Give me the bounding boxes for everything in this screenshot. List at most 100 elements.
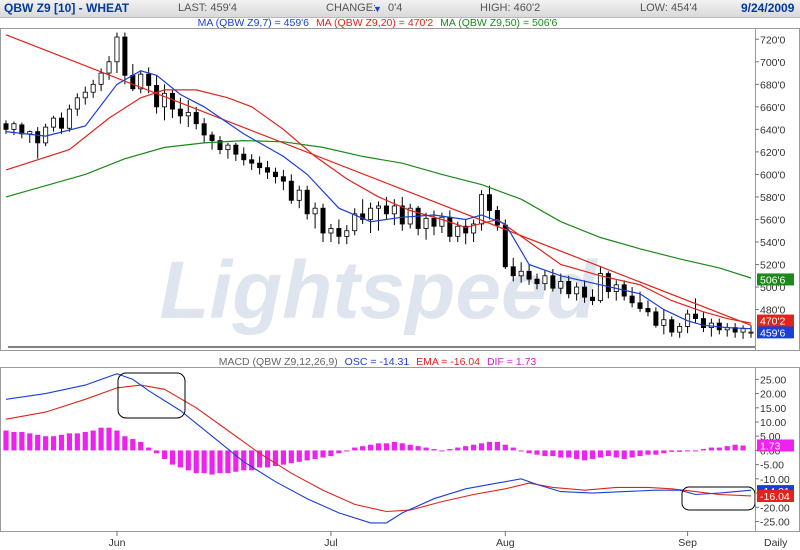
dif-bar — [613, 450, 619, 458]
price-tick-label: 700'0 — [760, 57, 786, 69]
candle-body — [11, 123, 17, 130]
dif-bar — [423, 447, 429, 451]
dif-bar — [732, 444, 738, 451]
x-axis-daily-label: Daily — [764, 537, 788, 549]
dif-bar — [534, 450, 540, 455]
candle-body — [328, 228, 334, 234]
dif-bar — [629, 450, 635, 458]
dif-bar — [11, 431, 17, 451]
candle-body — [661, 319, 667, 326]
dif-bar — [344, 450, 350, 452]
ma50-legend: MA (QBW Z9,50) = 506'6 — [440, 17, 558, 29]
candle-body — [344, 230, 350, 237]
candle-body — [431, 217, 437, 227]
candle-body — [566, 281, 572, 295]
dif-bar — [558, 450, 564, 458]
dif-bar — [566, 450, 572, 458]
highlight-box-crossover — [117, 372, 186, 419]
macd-tick-label: -20.00 — [760, 502, 790, 514]
candle-body — [368, 207, 374, 220]
candle-body — [645, 308, 651, 313]
price-value-label: 459'6 — [760, 327, 786, 339]
dif-bar — [375, 443, 382, 451]
candle-body — [455, 225, 461, 237]
high-price: HIGH: 460'2 — [480, 2, 541, 14]
candle-body — [399, 205, 405, 225]
macd-tick-label: 20.00 — [760, 389, 786, 401]
dif-bar — [589, 450, 596, 459]
candle-body — [550, 275, 556, 289]
dif-bar — [90, 430, 96, 451]
candle-body — [589, 296, 595, 301]
dif-bar — [684, 450, 691, 452]
down-arrow-icon: ▼ — [373, 4, 382, 14]
candle-body — [265, 167, 271, 173]
price-value-tag — [757, 273, 794, 286]
macd-value-tag — [757, 439, 794, 452]
candle-body — [526, 270, 532, 280]
dif-bar — [241, 450, 247, 471]
candle-body — [82, 91, 88, 99]
axes: 720'0 700'0 680'0 660'0 640'0 620'0 600'0 580'0… — [0, 28, 800, 549]
price-value-label: 506'6 — [760, 274, 786, 286]
last-price: LAST: 459'4 — [178, 2, 237, 14]
candle-body — [582, 286, 588, 298]
price-tick-label: 540'0 — [760, 237, 786, 249]
dif-bar — [3, 430, 9, 451]
price-tick-label: 480'0 — [760, 305, 786, 317]
dif-bar — [407, 444, 413, 451]
dif-bar — [122, 436, 128, 451]
candle-body — [3, 123, 9, 130]
price-tick-label: 720'0 — [760, 34, 786, 46]
watermark-logo: Lightspeed — [159, 245, 598, 336]
candle-body — [154, 85, 160, 108]
candle-body — [249, 159, 255, 164]
dif-bar — [605, 450, 611, 457]
candle-body — [106, 61, 112, 74]
macd-tick-label: -5.00 — [760, 460, 784, 472]
macd-tick-label: 25.00 — [760, 374, 786, 386]
candle-body — [43, 126, 49, 144]
candle-body — [653, 311, 659, 326]
dif-bar — [217, 450, 223, 474]
dif-bar — [280, 450, 286, 465]
ma-legend: MA (QBW Z9,7) = 459'6 MA (QBW Z9,20) = 4… — [0, 17, 755, 29]
macd-tick-label: -25.00 — [760, 516, 790, 528]
dif-bar — [209, 450, 215, 475]
candle-body — [217, 140, 223, 151]
candle-body — [693, 313, 699, 319]
dif-bar — [399, 443, 405, 451]
candle-body — [66, 108, 72, 129]
dif-bar — [550, 450, 556, 457]
candle-body — [146, 73, 152, 86]
candle-body — [185, 112, 191, 117]
ema-line — [5, 384, 752, 513]
candle-body — [138, 73, 144, 90]
candle-body — [35, 131, 41, 144]
osc-legend: OSC = -14.31 — [344, 356, 410, 368]
candle-body — [241, 153, 247, 161]
candle-body — [58, 117, 64, 129]
dif-bar — [161, 450, 168, 459]
dif-bar — [645, 450, 651, 455]
dif-bar — [185, 450, 191, 471]
dif-bar — [574, 450, 580, 459]
ma50-line — [5, 139, 752, 279]
dif-bar — [169, 450, 176, 465]
candle-body — [257, 162, 263, 169]
candle-body — [122, 36, 128, 76]
candle-body — [574, 286, 580, 295]
dif-bar — [471, 444, 477, 451]
dif-bar — [27, 433, 33, 451]
x-tick-label: Jun — [108, 537, 125, 549]
dif-bar — [383, 443, 390, 451]
price-tick-label: 560'0 — [760, 214, 786, 226]
candle-body — [700, 318, 706, 329]
candle-body — [233, 144, 239, 155]
dif-bar — [35, 434, 41, 451]
candle-body — [518, 270, 524, 277]
macd-tick-label: 10.00 — [760, 417, 786, 429]
candle-body — [463, 225, 469, 234]
candle-body — [296, 189, 302, 201]
dif-bar — [106, 427, 112, 451]
